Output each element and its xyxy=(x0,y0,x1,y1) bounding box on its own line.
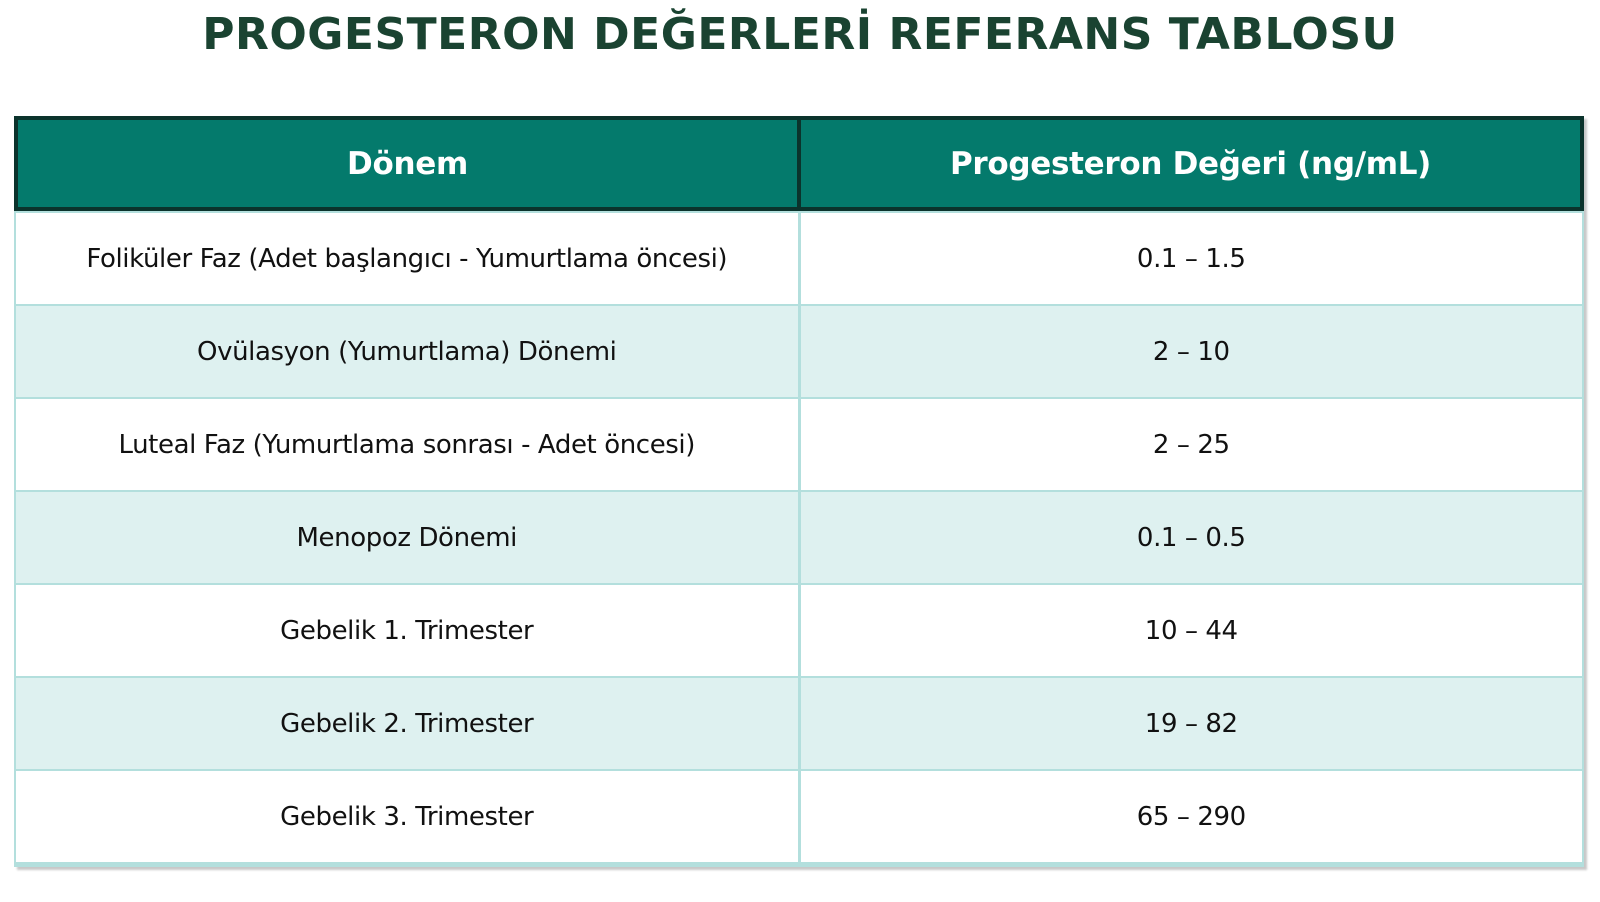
table-row: Gebelik 2. Trimester 19 – 82 xyxy=(16,676,1582,769)
value-cell: 10 – 44 xyxy=(1144,615,1238,646)
column-header-period: Dönem xyxy=(18,120,801,207)
period-cell: Menopoz Dönemi xyxy=(16,492,801,583)
period-cell: Gebelik 2. Trimester xyxy=(16,678,801,769)
column-header-value: Progesteron Değeri (ng/mL) xyxy=(949,145,1432,182)
table-row: Gebelik 3. Trimester 65 – 290 xyxy=(16,769,1582,862)
period-cell: Ovülasyon (Yumurtlama) Dönemi xyxy=(16,306,801,397)
period-cell: Gebelik 1. Trimester xyxy=(16,585,801,676)
value-cell: 0.1 – 1.5 xyxy=(1136,243,1246,274)
value-cell: 2 – 10 xyxy=(1152,336,1230,367)
value-cell: 2 – 25 xyxy=(1152,429,1230,460)
table-row: Luteal Faz (Yumurtlama sonrası - Adet ön… xyxy=(16,397,1582,490)
period-cell: Foliküler Faz (Adet başlangıcı - Yumurtl… xyxy=(16,213,801,304)
value-cell: 0.1 – 0.5 xyxy=(1136,522,1246,553)
table-row: Menopoz Dönemi 0.1 – 0.5 xyxy=(16,490,1582,583)
table-row: Ovülasyon (Yumurtlama) Dönemi 2 – 10 xyxy=(16,304,1582,397)
table-header-row: Dönem Progesteron Değeri (ng/mL) xyxy=(14,116,1584,211)
table-row: Gebelik 1. Trimester 10 – 44 xyxy=(16,583,1582,676)
table-body: Foliküler Faz (Adet başlangıcı - Yumurtl… xyxy=(14,211,1584,867)
value-cell: 65 – 290 xyxy=(1136,801,1246,832)
table-row: Foliküler Faz (Adet başlangıcı - Yumurtl… xyxy=(16,211,1582,304)
period-cell: Gebelik 3. Trimester xyxy=(16,771,801,862)
page-title: PROGESTERON DEĞERLERİ REFERANS TABLOSU xyxy=(202,9,1398,60)
progesterone-reference-table: Dönem Progesteron Değeri (ng/mL) Folikül… xyxy=(14,116,1584,867)
value-cell: 19 – 82 xyxy=(1144,708,1238,739)
period-cell: Luteal Faz (Yumurtlama sonrası - Adet ön… xyxy=(16,399,801,490)
